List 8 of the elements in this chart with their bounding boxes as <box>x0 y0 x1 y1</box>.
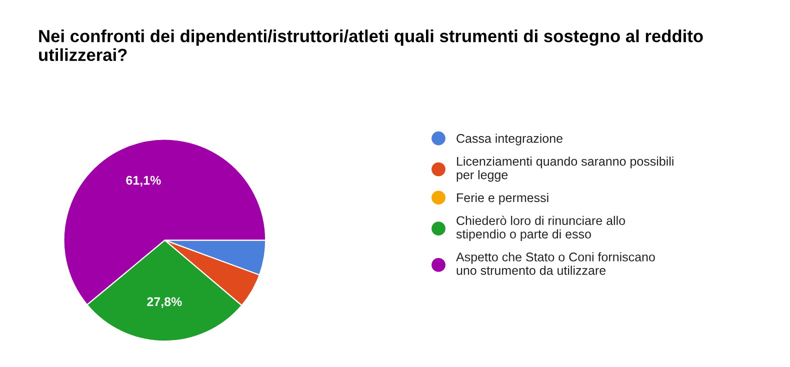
chart-title: Nei confronti dei dipendenti/istruttori/atleti quali strumenti di sostegno al reddito utilizzerai? <box>39 30 703 62</box>
legend-label: Chiederò loro di rinunciare allo stipendio o parte di esso <box>456 216 626 241</box>
legend-label: Cassa integrazione <box>456 134 562 146</box>
legend-label: Ferie e permessi <box>457 192 548 205</box>
legend-label: Licenziamenti quando saranno possibili per legge <box>456 156 674 182</box>
data-label: 27,8% <box>147 297 182 308</box>
legend-label: Aspetto che Stato o Coni forniscano uno strumento da utilizzare <box>456 252 655 275</box>
data-label: 61,1% <box>126 176 161 187</box>
